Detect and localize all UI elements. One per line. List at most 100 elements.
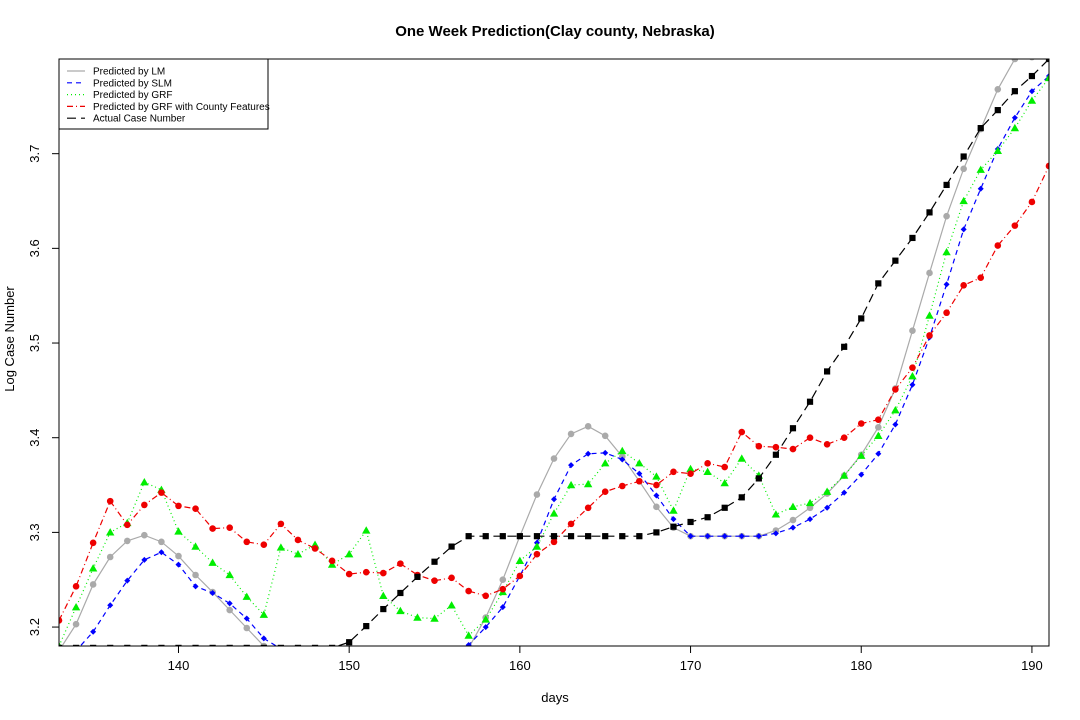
data-point [619, 456, 626, 463]
data-point [892, 421, 899, 428]
data-point [738, 428, 746, 436]
data-point [1011, 222, 1019, 229]
data-point [874, 431, 883, 439]
data-point [363, 623, 370, 630]
data-point [380, 605, 387, 613]
data-point [908, 371, 917, 380]
data-point [107, 602, 114, 609]
series-actual-case-number [59, 59, 1049, 646]
data-point [107, 644, 114, 646]
data-point [755, 475, 762, 482]
data-point [602, 449, 609, 456]
x-tick-label: 170 [680, 658, 702, 673]
data-point [635, 459, 644, 467]
data-point [926, 332, 933, 339]
data-point [857, 451, 866, 459]
legend-item: Actual Case Number [67, 114, 186, 125]
data-point [209, 525, 216, 532]
data-point [875, 416, 882, 424]
data-point [1011, 114, 1018, 121]
data-point [567, 533, 575, 540]
data-point [1028, 88, 1035, 95]
data-point [567, 520, 575, 528]
data-point [909, 364, 916, 371]
series-predicted-by-slm [79, 73, 1049, 646]
x-tick-label: 160 [509, 658, 531, 673]
data-point [226, 524, 233, 531]
data-point [636, 477, 643, 485]
data-point [311, 545, 319, 552]
data-point [414, 573, 421, 580]
data-point [88, 564, 98, 572]
data-point [687, 533, 694, 540]
data-point [191, 542, 200, 550]
data-point [533, 533, 541, 540]
y-tick-label: 3.4 [27, 429, 42, 447]
y-tick-label: 3.6 [27, 239, 42, 257]
data-point [771, 510, 781, 518]
data-point [141, 501, 148, 509]
y-tick-label: 3.7 [27, 145, 42, 163]
data-point [601, 459, 610, 467]
data-point [209, 589, 216, 596]
data-point [568, 462, 575, 469]
data-point [56, 647, 63, 654]
data-point [158, 644, 165, 646]
data-point [738, 533, 745, 540]
data-point [192, 644, 199, 646]
data-point [90, 644, 97, 646]
data-point [90, 628, 97, 635]
data-point [601, 488, 609, 495]
data-point [1028, 72, 1036, 80]
data-point [380, 569, 387, 577]
data-point [943, 281, 950, 288]
data-point [71, 602, 81, 611]
data-point [618, 446, 627, 455]
data-point [72, 620, 80, 628]
data-point [329, 657, 336, 664]
data-point [601, 432, 609, 440]
data-point [909, 327, 916, 335]
data-point [59, 617, 63, 624]
data-point [89, 581, 97, 588]
data-point [841, 489, 848, 496]
y-tick-label: 3.3 [27, 523, 42, 541]
data-point [806, 398, 814, 405]
series-predicted-by-grf-with-county-features [59, 162, 1049, 624]
data-point [805, 498, 815, 507]
series-layer [56, 59, 1049, 664]
data-point [297, 645, 299, 646]
data-point [295, 657, 302, 664]
data-point [1010, 123, 1020, 132]
data-point [602, 533, 609, 540]
data-point [175, 644, 182, 646]
data-point [772, 451, 779, 458]
data-point [551, 496, 557, 503]
data-point [243, 624, 251, 632]
data-point [704, 514, 711, 521]
data-point [789, 425, 797, 432]
data-point [123, 521, 131, 529]
data-point [994, 107, 1001, 114]
x-tick-label: 150 [338, 658, 360, 673]
data-point [977, 274, 985, 282]
data-point [891, 406, 900, 414]
data-point [396, 606, 405, 615]
data-point [465, 642, 472, 646]
data-point [909, 381, 916, 388]
data-point [208, 558, 217, 566]
data-point [331, 645, 333, 646]
data-point [192, 571, 199, 579]
data-point [857, 420, 865, 427]
data-point [413, 613, 422, 621]
data-point [1045, 59, 1049, 63]
data-point [840, 434, 848, 442]
data-point [225, 570, 234, 579]
data-point [977, 185, 984, 192]
data-point [789, 524, 796, 531]
data-point [362, 568, 370, 576]
data-point [158, 489, 165, 496]
data-point [533, 550, 541, 558]
data-point [397, 589, 404, 597]
legend-item: Predicted by GRF with County Features [67, 102, 270, 113]
